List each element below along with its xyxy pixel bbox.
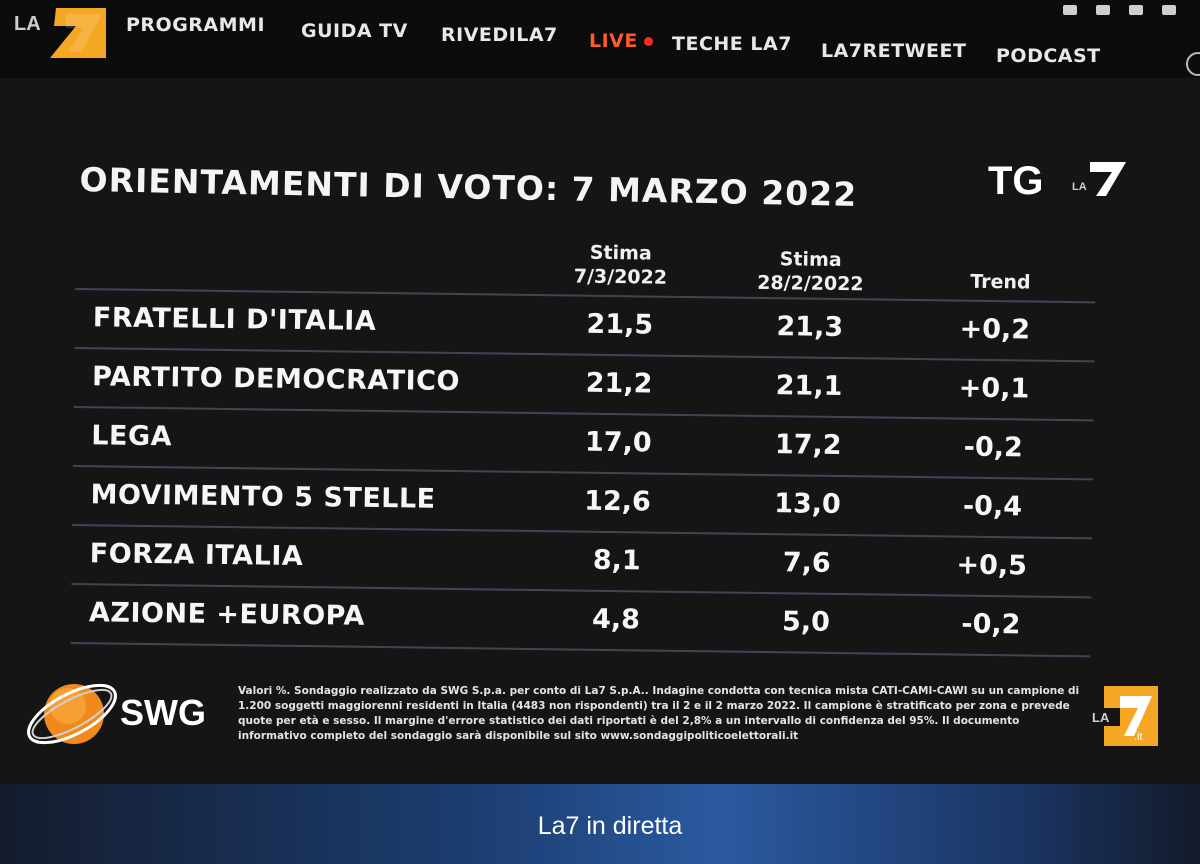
estimate-previous: 21,1 [775,370,843,403]
nav-guida-tv[interactable]: GUIDA TV [301,20,408,42]
column-header-current: Stima 7/3/2022 [573,241,668,289]
party-name: AZIONE +EUROPA [88,597,366,632]
social-icon[interactable] [1062,5,1077,15]
la7-logo[interactable]: LA [6,6,106,58]
estimate-current: 4,8 [591,603,641,636]
nav-live[interactable]: LIVE [589,30,653,52]
methodology-note: Valori %. Sondaggio realizzato da SWG S.… [238,685,1080,742]
nav-teche-la7[interactable]: TECHE LA7 [672,33,792,55]
svg-text:TG: TG [988,159,1044,202]
live-stream-bar[interactable]: La7 in diretta [0,784,1200,864]
svg-text:LA: LA [1072,181,1087,193]
estimate-previous: 13,0 [773,488,842,521]
estimate-previous: 21,3 [776,311,844,344]
nav-podcast[interactable]: PODCAST [996,45,1101,67]
poll-table: Stima 7/3/2022 Stima 28/2/2022 Trend FRA… [70,232,1096,658]
trend-value: -0,2 [963,431,1023,464]
trend-value: -0,4 [962,490,1023,523]
la7-it-logo: LA .it [1090,686,1158,746]
trend-value: -0,2 [961,608,1021,641]
estimate-current: 8,1 [592,544,641,577]
search-icon[interactable] [1186,52,1200,76]
estimate-previous: 7,6 [782,547,831,579]
estimate-current: 12,6 [584,485,652,518]
swg-globe-icon [27,683,117,745]
estimate-previous: 17,2 [774,429,842,462]
svg-text:LA: LA [1092,710,1110,725]
party-name: PARTITO DEMOCRATICO [91,361,461,398]
column-header-trend: Trend [970,270,1031,294]
estimate-current: 17,0 [584,426,652,459]
svg-text:LA: LA [14,13,41,35]
live-stream-label: La7 in diretta [537,812,683,840]
swg-logo-text: SWG [120,692,206,733]
social-icon[interactable] [1162,5,1176,15]
party-name: FRATELLI D'ITALIA [92,302,377,337]
nav-live-label: LIVE [589,30,638,52]
nav-rivedila7[interactable]: RIVEDILA7 [441,24,558,46]
party-name: LEGA [91,420,173,453]
svg-text:.it: .it [1134,731,1143,743]
social-icons [1049,0,1176,16]
trend-value: +0,5 [956,549,1028,582]
top-navigation: LA PROGRAMMI GUIDA TV RIVEDILA7 LIVE TEC… [0,0,1200,78]
party-name: FORZA ITALIA [89,538,304,573]
tg-la7-logo: TG LA [986,156,1130,202]
social-icon[interactable] [1095,5,1110,15]
live-dot-icon [643,37,653,46]
trend-value: +0,1 [958,372,1030,405]
trend-value: +0,2 [959,313,1031,346]
estimate-current: 21,2 [585,367,653,400]
party-name: MOVIMENTO 5 STELLE [90,479,436,515]
estimate-previous: 5,0 [781,606,831,638]
estimate-current: 21,5 [586,308,654,341]
nav-programmi[interactable]: PROGRAMMI [126,14,266,36]
nav-la7retweet[interactable]: LA7RETWEET [821,40,967,62]
social-icon[interactable] [1128,5,1143,15]
column-header-previous: Stima 28/2/2022 [757,248,864,296]
